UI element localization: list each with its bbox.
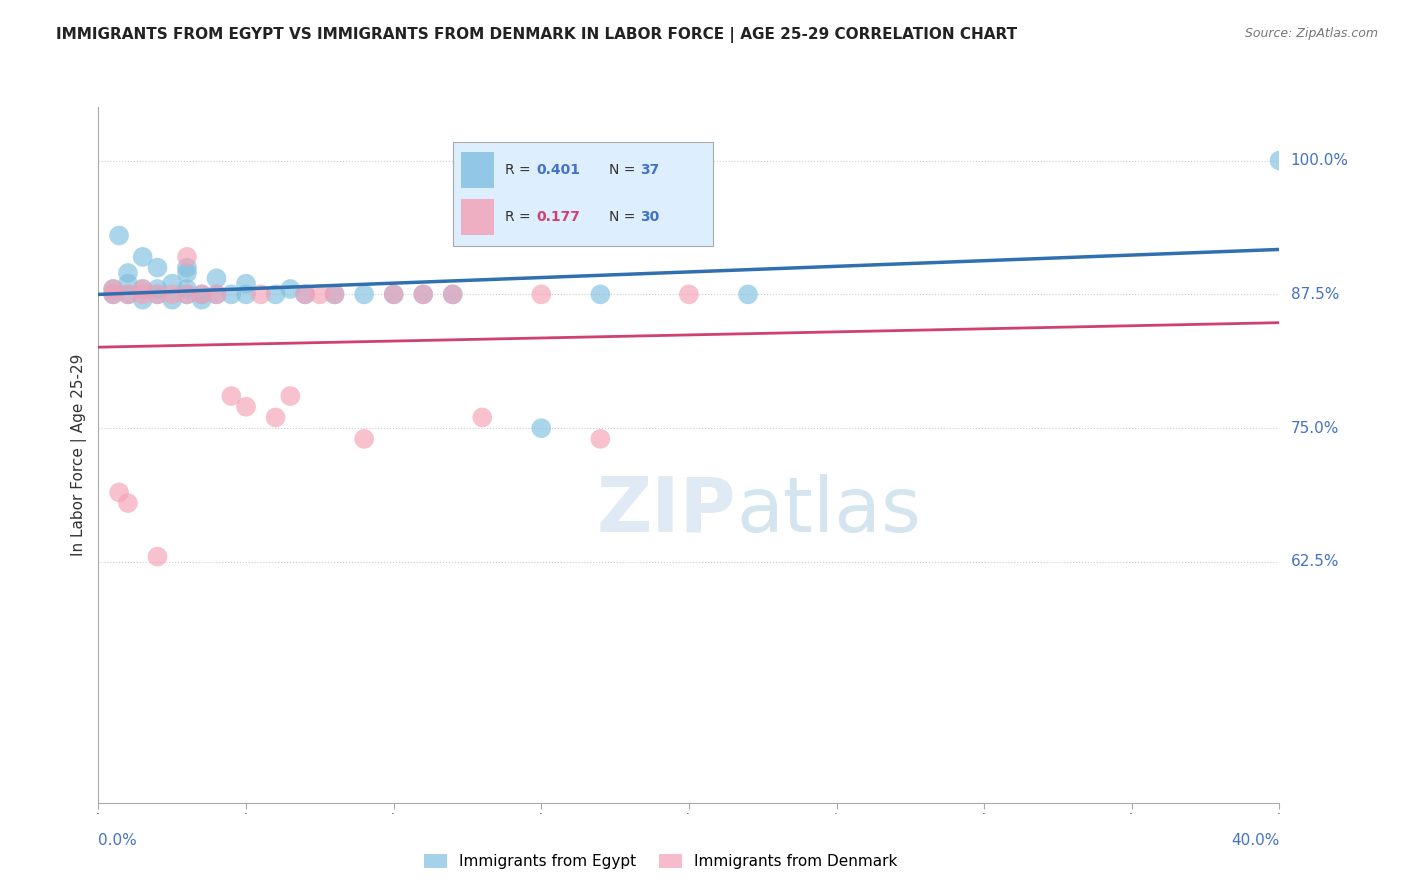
Legend: Immigrants from Egypt, Immigrants from Denmark: Immigrants from Egypt, Immigrants from D… — [418, 848, 904, 875]
Point — [294, 287, 316, 301]
Point — [294, 287, 316, 301]
Point — [323, 287, 346, 301]
Point — [103, 282, 125, 296]
Point — [235, 277, 257, 291]
Point — [530, 421, 553, 435]
Text: 100.0%: 100.0% — [1291, 153, 1348, 168]
Text: 62.5%: 62.5% — [1291, 555, 1339, 569]
Point — [146, 287, 169, 301]
Point — [323, 287, 346, 301]
Point — [412, 287, 434, 301]
Point — [219, 389, 242, 403]
Point — [176, 287, 198, 301]
Point — [146, 282, 169, 296]
Y-axis label: In Labor Force | Age 25-29: In Labor Force | Age 25-29 — [72, 354, 87, 556]
Point — [103, 287, 125, 301]
Point — [530, 287, 553, 301]
Point — [264, 287, 287, 301]
Text: 87.5%: 87.5% — [1291, 287, 1339, 301]
Text: 0.0%: 0.0% — [98, 833, 138, 848]
Point — [191, 287, 214, 301]
Text: IMMIGRANTS FROM EGYPT VS IMMIGRANTS FROM DENMARK IN LABOR FORCE | AGE 25-29 CORR: IMMIGRANTS FROM EGYPT VS IMMIGRANTS FROM… — [56, 27, 1018, 43]
Point — [117, 277, 139, 291]
Point — [146, 549, 169, 564]
Point — [117, 287, 139, 301]
Point — [176, 266, 198, 280]
Point — [103, 282, 125, 296]
Point — [132, 282, 155, 296]
Point — [278, 282, 302, 296]
Point — [176, 260, 198, 275]
Point — [146, 260, 169, 275]
Point — [353, 287, 375, 301]
Point — [589, 432, 612, 446]
Point — [162, 277, 183, 291]
Point — [353, 432, 375, 446]
Point — [278, 389, 302, 403]
Point — [205, 287, 228, 301]
Point — [678, 287, 700, 301]
Point — [235, 287, 257, 301]
Point — [117, 496, 139, 510]
Point — [205, 271, 228, 285]
Point — [737, 287, 759, 301]
Point — [1268, 153, 1291, 168]
Point — [146, 287, 169, 301]
Point — [108, 228, 131, 243]
Point — [176, 287, 198, 301]
Point — [117, 266, 139, 280]
Point — [264, 410, 287, 425]
Point — [176, 250, 198, 264]
Point — [441, 287, 464, 301]
Point — [309, 287, 332, 301]
Point — [191, 293, 214, 307]
Text: ZIP: ZIP — [596, 474, 737, 548]
Point — [176, 282, 198, 296]
Text: atlas: atlas — [737, 474, 921, 548]
Point — [205, 287, 228, 301]
Point — [412, 287, 434, 301]
Point — [219, 287, 242, 301]
Point — [441, 287, 464, 301]
Point — [250, 287, 273, 301]
Point — [117, 287, 139, 301]
Point — [132, 293, 155, 307]
Point — [162, 293, 183, 307]
Point — [132, 250, 155, 264]
Point — [471, 410, 494, 425]
Point — [235, 400, 257, 414]
Point — [382, 287, 405, 301]
Point — [132, 287, 155, 301]
Point — [132, 282, 155, 296]
Point — [382, 287, 405, 301]
Point — [103, 287, 125, 301]
Point — [162, 287, 183, 301]
Text: 40.0%: 40.0% — [1232, 833, 1279, 848]
Point — [191, 287, 214, 301]
Point — [589, 287, 612, 301]
Text: Source: ZipAtlas.com: Source: ZipAtlas.com — [1244, 27, 1378, 40]
Point — [108, 485, 131, 500]
Text: 75.0%: 75.0% — [1291, 421, 1339, 435]
